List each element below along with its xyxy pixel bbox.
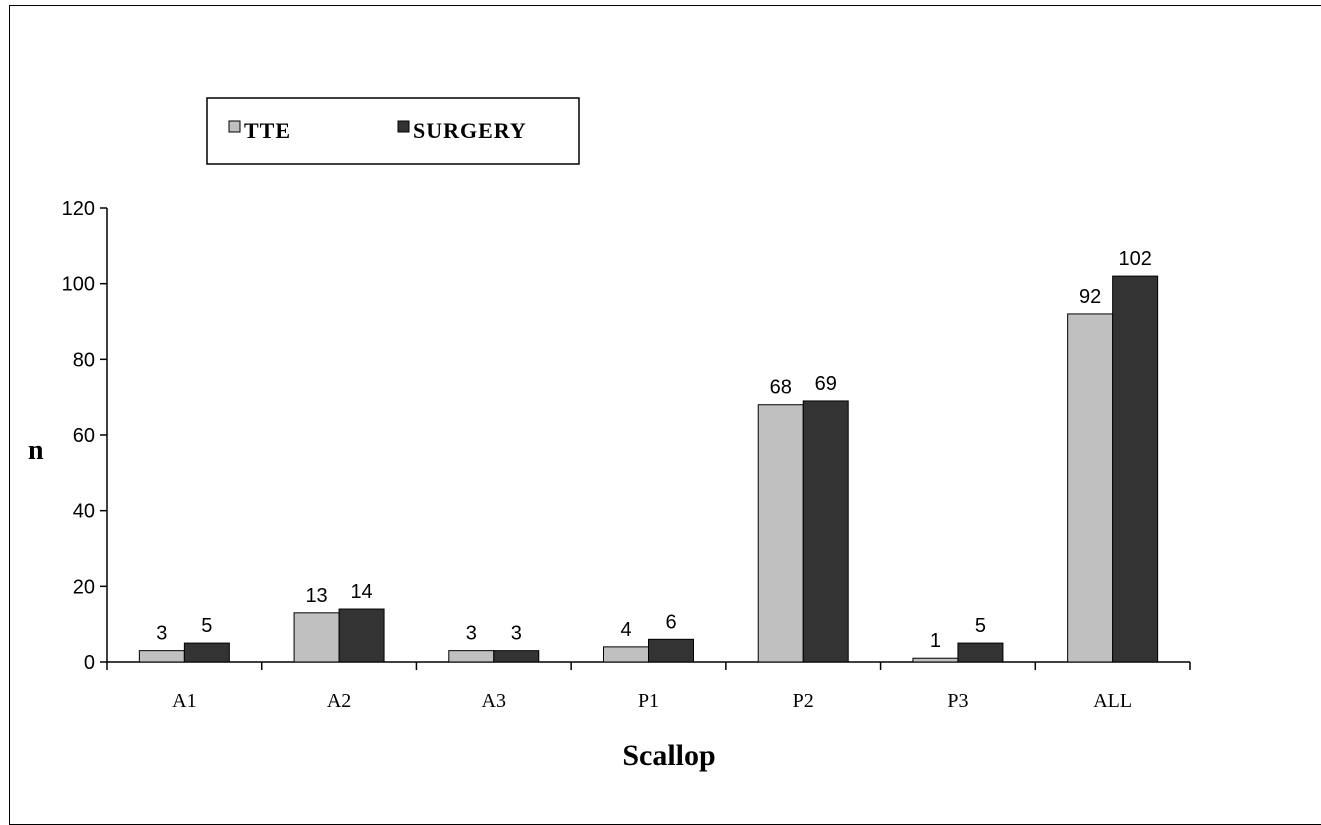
bar-tte: [293, 612, 340, 663]
y-tick-label: 60: [73, 425, 95, 447]
x-tick-label: A1: [172, 690, 196, 712]
data-label-tte: 13: [305, 585, 327, 607]
bar-surgery: [1112, 275, 1159, 663]
y-tick-label: 120: [62, 198, 95, 220]
legend-box: [206, 97, 580, 165]
data-label-tte: 1: [930, 630, 941, 652]
legend-swatch-tte: [228, 120, 241, 133]
data-label-tte: 3: [156, 623, 167, 645]
y-tick-label: 0: [84, 652, 95, 674]
data-label-surgery: 14: [350, 581, 372, 603]
plot-area: 0 20 40 60 80 100 120 A1 3 5 A2 13 14 A3 3 3 P1 4 6 P2 68 69 P…: [62, 198, 1191, 712]
bar-surgery: [338, 608, 385, 663]
bar-surgery: [183, 642, 230, 663]
x-tick-label: P2: [793, 690, 814, 712]
legend-swatch-surgery: [397, 120, 410, 133]
data-label-tte: 92: [1079, 286, 1101, 308]
y-tick-label: 80: [73, 349, 95, 371]
data-label-tte: 3: [466, 623, 477, 645]
legend: TTE SURGERY: [206, 97, 580, 165]
data-label-surgery: 3: [511, 623, 522, 645]
data-label-surgery: 6: [665, 611, 676, 633]
x-tick-label: A2: [327, 690, 351, 712]
bar-tte: [603, 646, 649, 663]
x-tick-label: A3: [482, 690, 506, 712]
x-tick-label: P3: [947, 690, 968, 712]
x-tick-label: ALL: [1093, 690, 1132, 712]
y-tick-label: 20: [73, 576, 95, 598]
bar-tte: [138, 650, 185, 663]
bar-tte: [757, 404, 804, 663]
bar-tte: [912, 657, 959, 663]
bar-surgery: [648, 638, 694, 663]
data-label-tte: 4: [620, 619, 631, 641]
x-tick-label: P1: [638, 690, 659, 712]
bar-tte: [448, 650, 495, 663]
data-label-surgery: 5: [201, 615, 212, 637]
y-tick-label: 40: [73, 501, 95, 523]
bar-surgery: [493, 650, 540, 663]
data-label-surgery: 5: [975, 615, 986, 637]
legend-label-tte: TTE: [244, 118, 291, 143]
x-axis-title: Scallop: [622, 739, 715, 772]
y-tick-label: 100: [62, 274, 95, 296]
data-label-surgery: 102: [1118, 248, 1151, 270]
bar-surgery: [957, 642, 1004, 663]
data-label-tte: 68: [770, 377, 792, 399]
bar-tte: [1067, 313, 1114, 663]
bar-surgery: [802, 400, 849, 663]
legend-label-surgery: SURGERY: [413, 118, 527, 143]
data-label-surgery: 69: [815, 373, 837, 395]
y-axis-title: n: [28, 435, 44, 466]
